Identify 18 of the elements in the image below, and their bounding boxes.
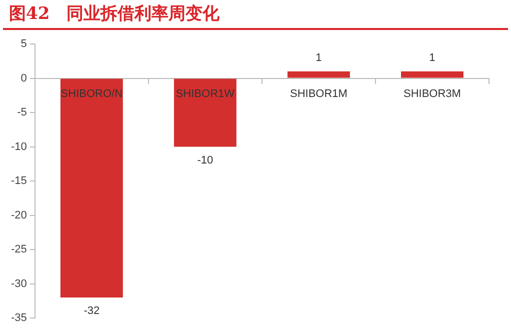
x-tick-label: SHIBOR3M xyxy=(404,88,461,100)
x-tick-label: SHIBORO/N xyxy=(60,88,123,100)
data-label: 1 xyxy=(429,52,436,64)
y-tick-label: -30 xyxy=(10,278,27,290)
y-tick-label: -10 xyxy=(10,140,27,153)
data-label: -10 xyxy=(197,154,214,166)
y-tick-label: -5 xyxy=(17,106,27,119)
x-tick-label: SHIBOR1W xyxy=(176,88,236,100)
y-tick-label: -15 xyxy=(10,175,27,188)
y-tick-label: -25 xyxy=(10,244,27,256)
data-label: -32 xyxy=(84,304,100,317)
y-tick-label: -35 xyxy=(10,312,27,324)
y-tick-label: -20 xyxy=(10,209,27,222)
y-tick-label: 0 xyxy=(20,72,27,84)
x-tick-label: SHIBOR1M xyxy=(290,88,348,100)
y-tick-label: 5 xyxy=(20,38,27,50)
chart-title: 图42 同业拆借利率周变化 xyxy=(3,0,508,30)
data-label: 1 xyxy=(316,52,322,64)
